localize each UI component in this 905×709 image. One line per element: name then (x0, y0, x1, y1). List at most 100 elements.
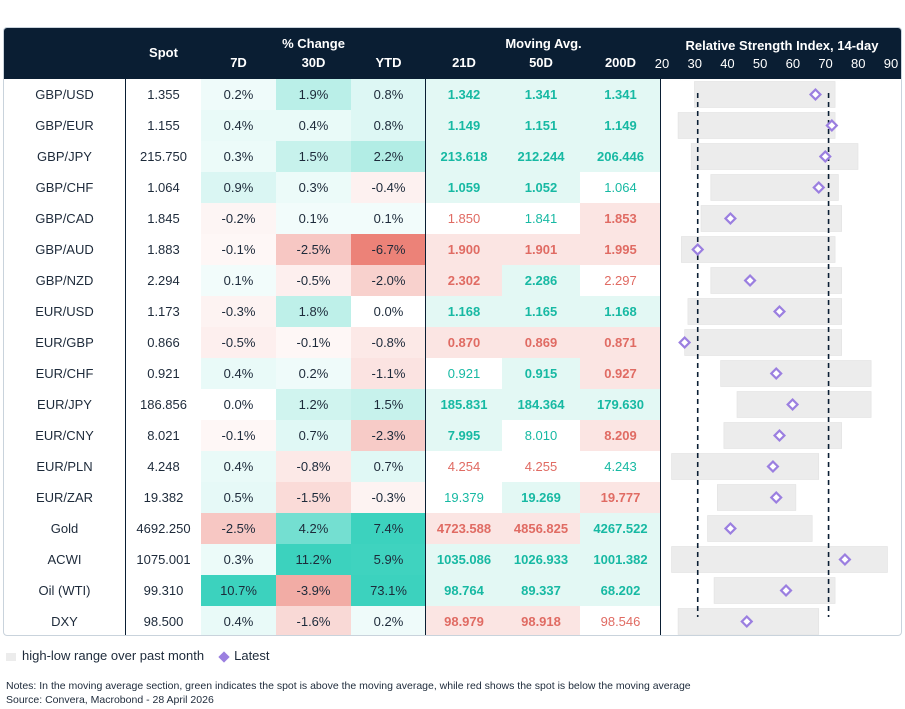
table-row: GBP/USD 1.355 0.2% 1.9% 0.8% 1.342 1.341 1.341 (4, 79, 661, 110)
cell-ma21: 0.921 (426, 358, 502, 389)
cell-ytd: 0.1% (351, 203, 426, 234)
cell-d30: 0.3% (276, 172, 351, 203)
rsi-latest-diamond (772, 428, 787, 443)
cell-ma50: 1.841 (502, 203, 580, 234)
rsi-latest-diamond (818, 149, 832, 164)
cell-spot: 215.750 (140, 149, 187, 164)
header-50d: 50D (529, 55, 553, 70)
cell-ma21: 1.059 (426, 172, 502, 203)
cell-name: DXY (51, 614, 78, 629)
cell-ytd: -0.3% (351, 482, 426, 513)
header-7d: 7D (230, 55, 247, 70)
cell-name: EUR/CHF (35, 366, 94, 381)
cell-d7: 0.4% (201, 451, 276, 482)
cell-d7: 0.9% (201, 172, 276, 203)
cell-name: GBP/USD (35, 87, 94, 102)
header-ma-group: Moving Avg. (505, 36, 582, 51)
cell-ma200: 179.630 (580, 389, 661, 420)
cell-d30: 0.4% (276, 110, 351, 141)
cell-d7: -0.3% (201, 296, 276, 327)
cell-ma21: 4723.588 (426, 513, 502, 544)
cell-d30: 11.2% (276, 544, 351, 575)
cell-name: Gold (50, 521, 79, 536)
cell-d30: -2.5% (276, 234, 351, 265)
fx-summary-table: Spot % Change 7D 30D YTD Moving Avg. 21D… (3, 27, 902, 636)
cell-spot: 4.248 (147, 459, 180, 474)
rsi-latest-diamond (691, 242, 705, 257)
notes-text: Notes: In the moving average section, gr… (6, 680, 691, 692)
cell-spot: 0.866 (147, 335, 180, 350)
cell-ma200: 68.202 (580, 575, 661, 606)
cell-ytd: 0.0% (351, 296, 426, 327)
table-header: Spot % Change 7D 30D YTD Moving Avg. 21D… (4, 28, 901, 79)
rsi-range-bar (687, 298, 842, 325)
cell-spot: 2.294 (147, 273, 180, 288)
cell-d30: 1.8% (276, 296, 351, 327)
table-row: EUR/ZAR 19.382 0.5% -1.5% -0.3% 19.379 19.269 1… (4, 482, 661, 513)
cell-ma21: 2.302 (426, 265, 502, 296)
rsi-tick-label: 90 (883, 56, 899, 71)
legend-range-swatch (6, 652, 16, 661)
cell-ytd: 5.9% (351, 544, 426, 575)
rsi-latest-diamond (723, 211, 737, 226)
cell-ma200: 98.546 (580, 606, 661, 635)
rsi-range-bar (690, 143, 859, 170)
cell-ma50: 1.052 (502, 172, 580, 203)
cell-ma50: 89.337 (502, 575, 580, 606)
cell-spot: 99.310 (143, 583, 184, 598)
cell-d30: -0.1% (276, 327, 351, 358)
cell-ma21: 213.618 (426, 141, 502, 172)
table-row: EUR/JPY 186.856 0.0% 1.2% 1.5% 185.831 184.364… (4, 389, 661, 420)
rsi-range-bar (700, 205, 842, 232)
cell-ytd: -2.0% (351, 265, 426, 296)
cell-d30: -0.8% (276, 451, 351, 482)
rsi-range-bar (710, 267, 842, 294)
cell-spot: 1.064 (147, 180, 180, 195)
cell-name: GBP/AUD (35, 242, 94, 257)
cell-ma200: 1.853 (580, 203, 661, 234)
rsi-range-bar (681, 236, 836, 263)
table-row: EUR/CNY 8.021 -0.1% 0.7% -2.3% 7.995 8.010 8.20… (4, 420, 661, 451)
cell-d30: 0.1% (276, 203, 351, 234)
rsi-range-bar (713, 577, 836, 604)
header-200d: 200D (604, 55, 637, 70)
cell-ma21: 185.831 (426, 389, 502, 420)
cell-ma200: 8.209 (580, 420, 661, 451)
cell-name: GBP/EUR (35, 118, 94, 133)
table-row: GBP/AUD 1.883 -0.1% -2.5% -6.7% 1.900 1.901 1.9… (4, 234, 661, 265)
cell-name: EUR/ZAR (35, 490, 94, 505)
table-row: EUR/GBP 0.866 -0.5% -0.1% -0.8% 0.870 0.869 0.8… (4, 327, 661, 358)
table-row: ACWI 1075.001 0.3% 11.2% 5.9% 1035.086 1026.93… (4, 544, 661, 575)
header-rsi-title: Relative Strength Index, 14-day (685, 38, 879, 53)
rsi-tick-label: 70 (818, 56, 833, 71)
table-row: EUR/USD 1.173 -0.3% 1.8% 0.0% 1.168 1.165 1.168 (4, 296, 661, 327)
cell-d30: 0.7% (276, 420, 351, 451)
cell-ma200: 1.149 (580, 110, 661, 141)
header-21d: 21D (452, 55, 476, 70)
cell-ma50: 19.269 (502, 482, 580, 513)
cell-d7: 0.4% (201, 358, 276, 389)
cell-ytd: -6.7% (351, 234, 426, 265)
cell-name: GBP/CHF (35, 180, 94, 195)
cell-ytd: 2.2% (351, 141, 426, 172)
cell-ma200: 206.446 (580, 141, 661, 172)
rsi-latest-diamond (678, 335, 692, 350)
cell-ytd: -0.8% (351, 327, 426, 358)
cell-d30: -1.5% (276, 482, 351, 513)
rsi-tick-label: 20 (654, 56, 670, 71)
cell-name: EUR/USD (35, 304, 94, 319)
cell-ma200: 1.168 (580, 296, 661, 327)
cell-ma50: 2.286 (502, 265, 580, 296)
rsi-range-bar (677, 112, 836, 139)
cell-ma50: 4856.825 (502, 513, 580, 544)
cell-ma50: 184.364 (502, 389, 580, 420)
cell-ytd: -2.3% (351, 420, 426, 451)
cell-ma200: 0.927 (580, 358, 661, 389)
cell-d7: 0.3% (201, 141, 276, 172)
rsi-latest-diamond (825, 118, 839, 133)
cell-spot: 19.382 (143, 490, 184, 505)
cell-ma21: 19.379 (426, 482, 502, 513)
cell-ma21: 1.342 (426, 79, 502, 110)
cell-ma50: 1.341 (502, 79, 580, 110)
cell-name: GBP/NZD (35, 273, 94, 288)
